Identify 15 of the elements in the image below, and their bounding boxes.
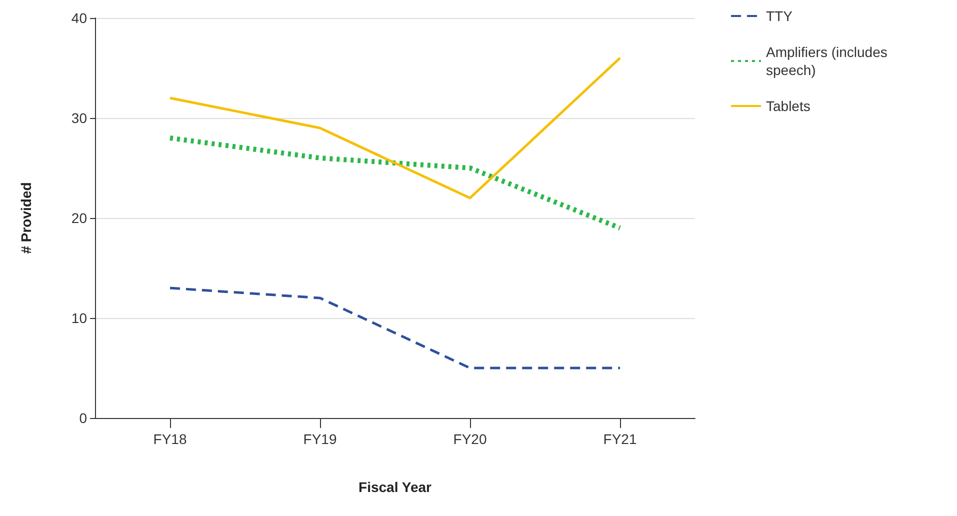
line-series	[168, 56, 622, 200]
legend-label: Tablets	[766, 98, 810, 114]
x-tick-label: FY21	[603, 431, 637, 447]
x-tick-label: FY20	[453, 431, 487, 447]
y-tick-label: 30	[71, 110, 88, 126]
y-tick-label: 40	[71, 10, 88, 26]
y-tick-label: 10	[71, 310, 88, 326]
x-tick-label: FY19	[303, 431, 337, 447]
legend-label: Amplifiers (includes speech)	[766, 44, 892, 78]
y-axis-title: # Provided	[18, 182, 34, 254]
legend-label: TTY	[766, 8, 794, 24]
y-tick-label: 0	[79, 410, 88, 426]
y-tick-label: 20	[71, 210, 88, 226]
x-tick-label: FY18	[153, 431, 187, 447]
x-axis-title: Fiscal Year	[358, 479, 432, 495]
